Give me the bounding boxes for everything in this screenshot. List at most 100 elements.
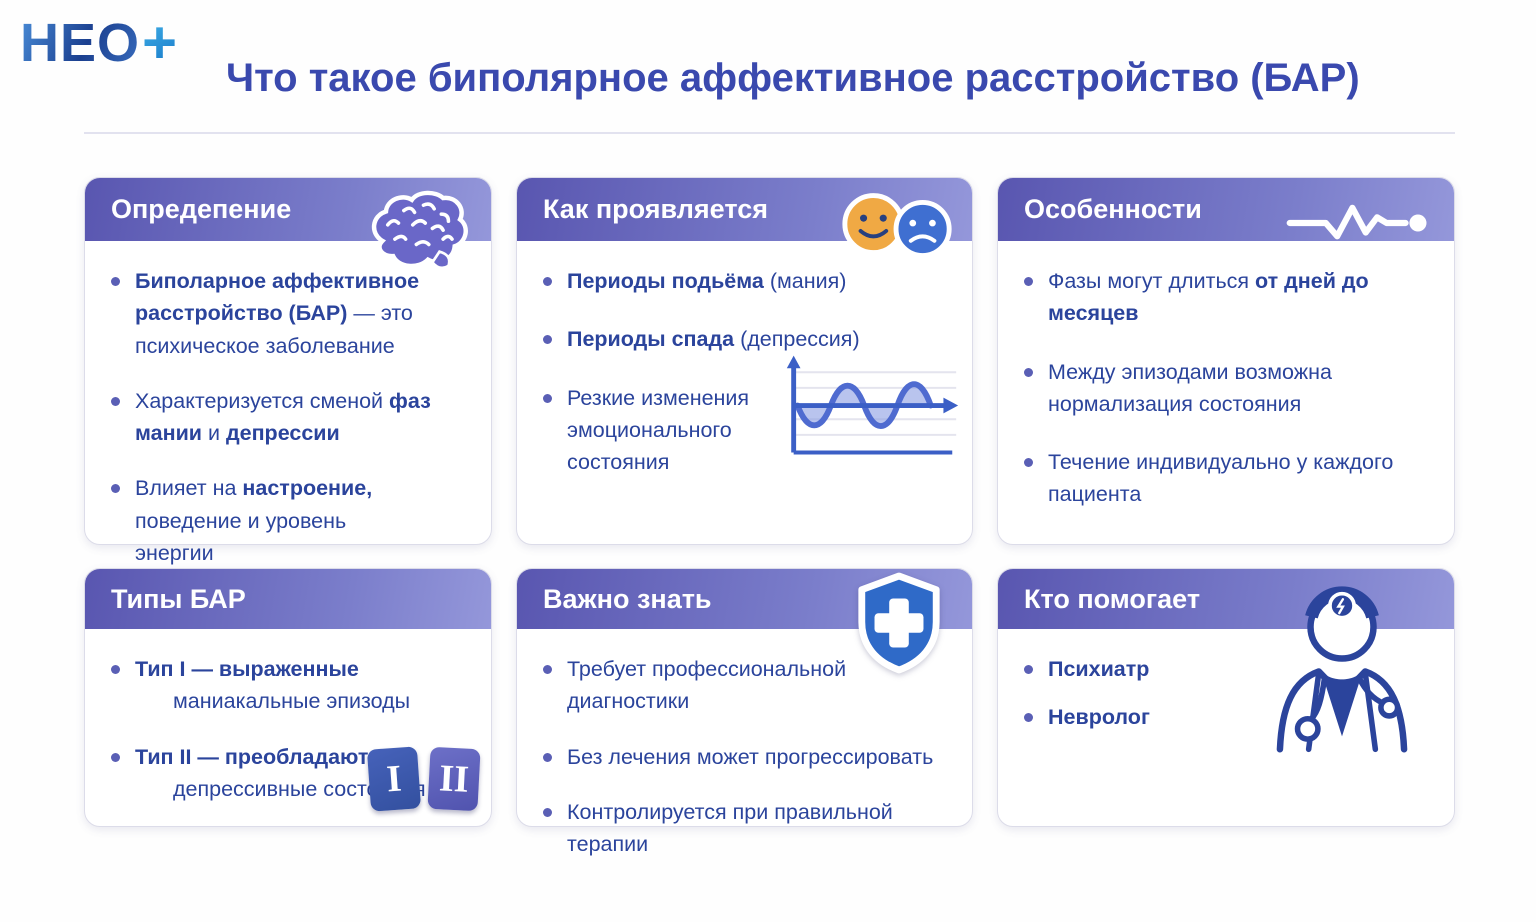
text-segment: Невролог	[1048, 705, 1150, 730]
brain-icon	[371, 190, 468, 270]
text-segment: Биполарное аффективное расстройство (БАР…	[135, 269, 420, 326]
card-definition: Опредепение Биполарное аффективное расст…	[84, 177, 492, 565]
bullet-dot	[111, 277, 120, 286]
logo: НЕО +	[20, 12, 178, 74]
bullet-item: Тип I — выраженные маниакальные эпизоды	[111, 653, 467, 718]
pulse-icon	[1286, 204, 1427, 240]
bullet-text: Требует профессиональной диагностики	[567, 653, 948, 718]
text-segment: Периоды подьёма	[567, 269, 770, 293]
text-segment: Периоды спада	[567, 327, 741, 352]
text-segment: фаз мании	[135, 388, 431, 445]
card-title: Кто помогает	[1024, 583, 1201, 614]
page-title: Что такое биполярное аффективное расстро…	[226, 56, 1360, 100]
bullet-main-text: Тип II — преобладают	[135, 745, 368, 769]
text-segment: Тип I — выраженные	[135, 657, 359, 681]
card-helpers: Кто помогает Психиатр	[997, 568, 1455, 827]
bullet-text: Характеризуется сменой фаз мании и депре…	[135, 385, 465, 450]
bullet-text: Между эпизодами возможна нормализация со…	[1048, 356, 1348, 421]
card-body: Фазы могут длиться от дней до месяцев Ме…	[998, 241, 1454, 511]
card-features: Особенности Фазы могут длиться от дней д…	[997, 177, 1455, 545]
bullet-item: Резкие изменения эмоционального состояни…	[543, 382, 948, 479]
bullet-list: Биполарное аффективное расстройство (БАР…	[111, 265, 467, 569]
text-segment: Характеризуется сменой	[135, 388, 390, 413]
bullet-dot	[1024, 665, 1033, 674]
card-title: Опредепение	[111, 194, 292, 224]
card-types: Типы БАР Тип I — выраженные маниакальные…	[84, 568, 492, 827]
text-segment: и	[202, 421, 226, 445]
bullet-dot	[1024, 713, 1033, 723]
type-badge-2: II	[427, 746, 481, 812]
mood-wave-chart	[786, 355, 959, 455]
card-important: Важно знать Требует профессиональной диа…	[516, 568, 973, 856]
bullet-subtext: маниакальные эпизоды	[173, 689, 411, 714]
bullet-item: Психиатр	[1024, 653, 1430, 685]
bullet-list: Периоды подьёма (мания) Периоды спада (д…	[543, 265, 948, 478]
type-badge-1: I	[366, 746, 422, 812]
text-segment: Фазы могут длиться	[1048, 269, 1256, 293]
card-title: Типы БАР	[111, 583, 246, 614]
bullet-dot	[1024, 367, 1033, 377]
bullet-text: Без лечения может прогрессировать	[567, 741, 933, 773]
bullet-dot	[111, 665, 120, 674]
text-segment: Течение индивидуально у каждого пациента	[1048, 450, 1394, 507]
card-title: Важно знать	[543, 583, 712, 614]
doctor-icon	[1276, 586, 1408, 753]
bullet-item: Периоды подьёма (мания)	[543, 265, 948, 297]
bullet-list: Фазы могут длиться от дней до месяцев Ме…	[1024, 265, 1430, 511]
text-segment: настроение,	[242, 476, 373, 501]
bullet-item: Невролог	[1024, 701, 1430, 733]
bullet-item: Характеризуется сменой фаз мании и депре…	[111, 385, 467, 450]
bullet-item: Контролируется при правильной терапии	[543, 796, 948, 861]
text-segment: Тип II — преобладают	[135, 744, 369, 769]
text-segment: Влияет на	[135, 476, 243, 501]
bullet-text: Влияет на настроение, поведение и уровен…	[135, 472, 415, 569]
text-segment: Контролируется при правильной терапии	[567, 799, 893, 856]
card-symptoms: Как проявляется Периоды подьёма (мания) …	[516, 177, 973, 545]
bullet-dot	[543, 277, 552, 286]
bullet-text: Течение индивидуально у каждого пациента	[1048, 446, 1426, 511]
text-segment: Требует профессиональной диагностики	[567, 657, 847, 714]
logo-plus-icon: +	[142, 9, 179, 76]
bullet-item: Периоды спада (депрессия)	[543, 323, 948, 355]
bullet-item: Между эпизодами возможна нормализация со…	[1024, 356, 1430, 421]
text-segment: — это психическое заболевание	[135, 301, 413, 358]
bullet-list: Требует профессиональной диагностики Без…	[543, 653, 948, 860]
bullet-item: Биполарное аффективное расстройство (БАР…	[111, 265, 467, 362]
card-header: Кто помогает	[998, 569, 1454, 629]
shield-cross-icon	[858, 572, 940, 674]
card-body: Периоды подьёма (мания) Периоды спада (д…	[517, 241, 972, 478]
bullet-text: Психиатр	[1048, 653, 1149, 685]
bullet-dot	[543, 335, 552, 345]
type-badges-icon: I II	[366, 746, 481, 812]
bullet-text: Тип I — выраженные маниакальные эпизоды	[135, 653, 410, 718]
text-segment: поведение и уровень энергии	[135, 508, 347, 565]
bullet-text: Невролог	[1048, 701, 1150, 733]
cards-grid: Опредепение Биполарное аффективное расст…	[84, 177, 1455, 856]
card-body: Психиатр Невролог	[998, 629, 1454, 734]
bullet-text: Фазы могут длиться от дней до месяцев	[1048, 265, 1426, 330]
text-segment: депрессии	[225, 421, 340, 445]
card-header: Особенности	[998, 178, 1454, 241]
text-segment: Резкие изменения эмоционального состояни…	[567, 385, 750, 475]
card-title: Как проявляется	[543, 194, 768, 224]
text-segment: (мания)	[769, 269, 847, 293]
card-body: Биполарное аффективное расстройство (БАР…	[85, 241, 491, 569]
text-segment: (депрессия)	[740, 327, 860, 352]
bullet-text: Резкие изменения эмоционального состояни…	[567, 382, 819, 479]
bullet-item: Влияет на настроение, поведение и уровен…	[111, 472, 467, 569]
bullet-dot	[111, 396, 120, 406]
card-body: Требует профессиональной диагностики Без…	[517, 629, 972, 860]
bullet-dot	[111, 752, 120, 762]
bullet-text: Контролируется при правильной терапии	[567, 796, 948, 861]
mood-faces-icon	[842, 193, 952, 259]
text-segment: Психиатр	[1048, 657, 1150, 681]
text-segment: Без лечения может прогрессировать	[567, 744, 934, 769]
title-divider	[84, 132, 1455, 134]
bullet-list: Психиатр Невролог	[1024, 653, 1430, 734]
bullet-dot	[111, 484, 120, 494]
bullet-dot	[543, 752, 552, 762]
text-segment: Между эпизодами возможна нормализация со…	[1048, 359, 1332, 416]
bullet-item: Фазы могут длиться от дней до месяцев	[1024, 265, 1430, 330]
bullet-main-text: Тип I — выраженные	[135, 657, 359, 681]
